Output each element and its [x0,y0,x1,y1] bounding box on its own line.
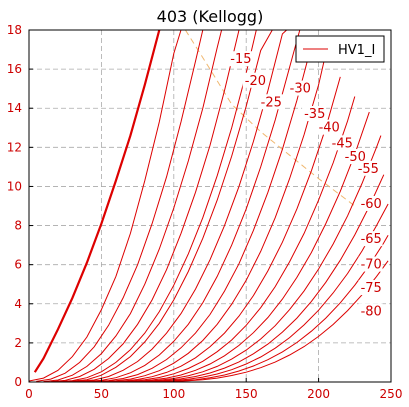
chart-title: 403 (Kellogg) [157,7,264,26]
curve-label: -55 [358,162,379,177]
curve-label-bg [355,160,380,176]
curve-line [50,30,240,382]
legend: HV1_I [295,35,385,63]
dashed-locus [184,30,356,207]
y-tick-label: 16 [7,62,22,76]
curve-line [115,111,370,382]
curve-label-bg [358,303,383,319]
curve-line [43,30,223,382]
curve-label: -65 [361,232,382,247]
x-tick-label: 50 [94,387,109,401]
ticks: 0 50 100 150 200 250 0 2 4 6 8 10 12 14 16 18 [7,23,403,401]
curves [29,30,389,382]
grid [29,30,391,382]
curve-line [72,30,288,382]
curve-label: -75 [361,281,382,296]
curve-line [108,96,356,382]
y-tick-label: 8 [14,219,22,233]
y-tick-label: 18 [7,23,22,37]
curve-label-bg [358,195,383,211]
plot-frame [28,29,392,383]
y-tick-label: 6 [14,258,22,272]
y-tick-label: 0 [14,375,22,389]
curve-label-bg [358,256,383,272]
curve-line [57,30,257,382]
curve-label-bg [287,80,312,96]
curve-line [144,235,389,382]
legend-entry: HV1_I [338,43,375,58]
curve-label-bg [329,135,354,151]
curve-label-bg [358,280,383,296]
curve-label-bg [316,119,341,135]
curve-label: -60 [361,197,382,212]
y-tick-label: 14 [7,101,22,115]
curve-line [29,30,182,382]
curve-labels: -15-20-25-30-35-40-45-50-55-60-65-70-75-… [228,51,383,320]
curve-label: -15 [230,52,251,67]
x-tick-label: 250 [380,387,403,401]
y-tick-label: 10 [7,179,22,193]
y-tick-label: 2 [14,336,22,350]
curve-label: -35 [304,107,325,122]
curve-line [152,260,389,382]
curve-label: -45 [332,136,353,151]
curve-line [123,135,382,382]
series-line [33,30,161,373]
curve-label-bg [258,94,283,110]
curve-line [137,203,389,382]
x-tick-label: 150 [235,387,258,401]
y-tick-label: 4 [14,297,22,311]
curve-label: -25 [261,95,282,110]
curve-label-bg [242,72,267,88]
curve-line [130,174,385,382]
curve-line [65,30,273,382]
curve-label: -20 [245,74,266,89]
curve-label-bg [342,149,367,165]
curve-label: -70 [361,258,382,273]
curve-label-bg [302,106,327,121]
curve-line [86,45,312,382]
curve-line [36,30,204,382]
curve-line [79,30,301,382]
curve-line [94,53,327,382]
curve-label-bg [358,231,383,247]
curve-line [101,76,341,382]
y-tick-label: 12 [7,140,22,154]
curve-label-bg [228,51,253,67]
curve-label: -80 [361,305,382,320]
curve-label: -30 [290,82,311,97]
x-tick-label: 0 [25,387,33,401]
x-tick-label: 100 [162,387,185,401]
curve-label: -40 [319,121,340,136]
x-tick-label: 200 [307,387,330,401]
